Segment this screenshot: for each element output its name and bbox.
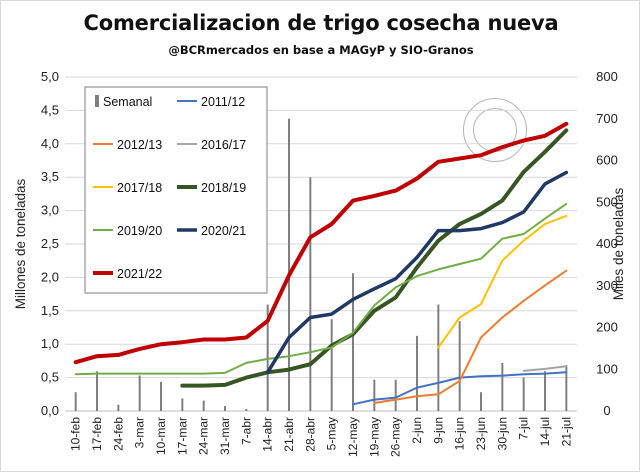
x-tick-label: 21-abr [282,417,296,452]
y-tick-label: 0,0 [41,403,59,418]
y-tick-label: 5,0 [41,69,59,84]
bar-semanal [288,118,290,411]
line-series-2011-12 [352,371,568,406]
bar-semanal [480,392,482,411]
line-series-2021-22 [73,121,569,365]
y2-tick-label: 400 [596,236,618,251]
x-tick-label: 21-jul [559,417,573,446]
x-tick-label: 14-jul [538,417,552,446]
x-tick-label: 14-abr [261,417,275,452]
y2-axis-title: Miles de toneladas [611,187,626,300]
legend-label: Semanal [103,95,152,109]
x-tick-label: 5-may [325,417,339,450]
x-tick-label: 7-abr [239,417,253,445]
y2-tick-label: 600 [596,153,618,168]
x-tick-label: 28-abr [303,417,317,452]
bar-semanal [330,319,333,411]
y-tick-label: 2,0 [41,269,59,284]
legend-label: 2017/18 [117,181,162,195]
bar-semanal [138,375,141,411]
bar-semanal [544,371,546,411]
x-tick-label: 24-mar [197,417,211,455]
x-tick-label: 3-mar [133,417,147,448]
x-tick-label: 26-may [389,417,403,457]
bar-semanal [74,392,77,411]
x-tick-label: 2-jun [410,417,424,444]
x-tick-label: 23-jun [474,417,488,450]
x-tick-label: 7-jul [517,417,531,440]
y-axis-title: Millones de toneladas [13,178,28,309]
bar-semanal [96,371,98,411]
x-tick-label: 30-jun [495,417,509,450]
legend-label: 2016/17 [201,138,246,152]
x-tick-label: 17-mar [175,417,189,455]
bar-semanal [352,273,354,411]
y-tick-label: 0,5 [41,370,59,385]
bar-semanal [394,379,397,411]
legend-label: 2019/20 [117,224,162,238]
legend-label: 2012/13 [117,138,162,152]
line-series-2016-17 [522,365,568,372]
line-series-2012-13 [373,269,568,404]
legend-swatch-semanal [95,95,99,107]
bar-semanal [181,398,184,411]
y-tick-label: 1,5 [41,303,59,318]
x-tick-label: 24-feb [111,417,125,451]
y2-tick-label: 500 [596,194,618,209]
bar-semanal [117,404,120,411]
x-tick-label: 9-jun [431,417,445,444]
y-tick-label: 3,0 [41,203,59,218]
y-tick-label: 2,5 [41,236,59,251]
y-tick-label: 1,0 [41,336,59,351]
x-tick-label: 16-jun [453,417,467,450]
chart-subtitle: @BCRmercados en base a MAGyP y SIO-Grano… [168,43,474,57]
line-series-2019-20 [74,202,568,376]
line-series-2018-19 [180,128,569,388]
x-tick-label: 31-mar [218,417,232,455]
chart-title: Comercializacion de trigo cosecha nueva [83,11,559,35]
y2-tick-label: 800 [596,69,618,84]
bar-semanal [437,304,440,411]
legend-box [84,86,268,294]
y2-tick-label: 200 [596,320,618,335]
y2-tick-label: 0 [603,403,610,418]
bar-semanal [224,405,226,411]
line-series-2017-18 [437,214,568,349]
legend-label: 2021/22 [117,267,162,281]
bar-semanal [309,177,312,411]
y-tick-label: 4,0 [41,136,59,151]
bar-semanal [245,408,248,411]
x-tick-label: 19-may [367,417,381,457]
bar-semanal [501,362,504,411]
x-tick-label: 12-may [346,417,360,457]
bar-semanal [202,400,205,411]
x-tick-label: 10-feb [69,417,83,451]
bar-semanal [373,379,376,411]
bar-semanal [565,365,568,411]
line-series-2020-21 [265,170,569,375]
x-tick-label: 10-mar [154,417,168,455]
bar-semanal [416,335,418,411]
y-tick-label: 3,5 [41,169,59,184]
bar-semanal [266,304,269,411]
legend-label: 2011/12 [201,95,245,109]
bar-semanal [160,381,162,411]
bar-semanal [522,377,525,411]
legend-label: 2018/19 [201,181,246,195]
y2-tick-label: 700 [596,111,618,126]
y2-tick-label: 300 [596,278,618,293]
legend-label: 2020/21 [201,224,246,238]
bar-semanal [458,321,461,411]
y-tick-label: 4,5 [41,102,59,117]
x-tick-label: 17-feb [90,417,104,451]
y2-tick-label: 100 [596,361,618,376]
